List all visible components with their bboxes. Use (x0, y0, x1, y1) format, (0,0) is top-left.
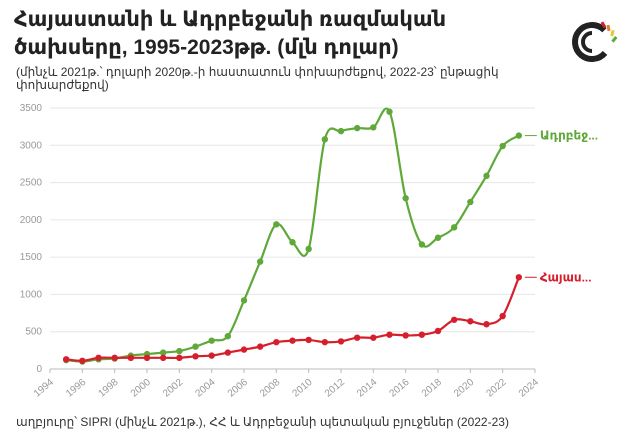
x-tick-label: 2002 (161, 377, 185, 400)
data-point (418, 241, 426, 248)
series-line (66, 107, 520, 363)
data-point (305, 336, 312, 344)
data-point (434, 234, 442, 241)
data-point (256, 343, 264, 350)
data-point (273, 338, 280, 346)
data-point (499, 312, 506, 320)
data-point (353, 334, 361, 341)
series-label: Ադրբեջ... (540, 129, 598, 143)
data-point (337, 338, 345, 345)
data-point (515, 132, 523, 139)
x-tick-label: 2020 (452, 377, 476, 400)
data-point (467, 318, 474, 325)
x-tick-label: 2000 (129, 377, 153, 400)
chart-title: Հայաստանի և Ադրբեջանի ռազմական ծախսերը, … (14, 8, 447, 59)
x-tick-label: 2024 (517, 377, 541, 400)
data-point (62, 356, 70, 363)
data-point (289, 337, 296, 344)
data-point (273, 221, 280, 228)
data-point (143, 354, 151, 362)
data-point (224, 349, 232, 356)
x-tick-label: 1996 (64, 377, 88, 400)
data-point (370, 334, 377, 341)
series-line (66, 276, 520, 362)
x-tick-label: 2018 (420, 377, 444, 400)
data-point (402, 195, 409, 202)
data-point (289, 239, 296, 246)
data-point (418, 331, 426, 338)
y-tick-label: 1500 (20, 252, 43, 263)
data-point (79, 357, 86, 364)
data-point (386, 108, 393, 115)
data-point (240, 346, 248, 353)
chart-subtitle: (մինչև 2021թ.՝ դոլարի 2020թ.-ի հաստատուն… (16, 65, 499, 92)
data-point (224, 332, 232, 340)
x-tick-label: 2012 (323, 377, 347, 400)
data-point (208, 337, 215, 344)
y-tick-label: 1000 (20, 289, 43, 300)
x-tick-label: 2014 (355, 377, 379, 400)
data-point (159, 349, 167, 356)
y-tick-label: 500 (25, 327, 42, 338)
data-point (515, 274, 523, 281)
data-point (208, 352, 215, 359)
data-point (127, 354, 135, 362)
data-point (240, 297, 248, 304)
y-tick-label: 0 (36, 364, 42, 375)
data-point (321, 136, 329, 143)
series-label: Հայաս... (540, 270, 592, 284)
data-point (483, 321, 490, 328)
x-tick-label: 2006 (226, 377, 250, 400)
data-point (192, 343, 199, 350)
x-tick-label: 2022 (484, 377, 508, 400)
data-point (337, 127, 345, 135)
y-tick-label: 3500 (20, 103, 43, 114)
x-tick-label: 1994 (32, 377, 56, 400)
data-point (159, 354, 167, 362)
data-point (434, 327, 442, 335)
data-point (256, 258, 264, 265)
data-point (176, 354, 183, 362)
data-point (450, 224, 458, 231)
data-point (321, 338, 329, 346)
data-point (386, 331, 393, 338)
x-tick-label: 2004 (193, 377, 217, 400)
y-tick-label: 2000 (20, 215, 43, 226)
data-point (305, 245, 312, 253)
data-point (111, 354, 118, 362)
source-note: աղբյուրը՝ SIPRI (մինչև 2021թ.), ՀՀ և Ադր… (16, 415, 509, 429)
x-tick-label: 1998 (96, 377, 120, 400)
y-tick-label: 3000 (20, 140, 43, 151)
data-point (192, 353, 199, 360)
c-logo-icon (572, 21, 618, 62)
data-point (450, 316, 458, 323)
data-point (370, 124, 377, 131)
data-point (483, 172, 490, 180)
data-point (402, 332, 409, 339)
y-tick-label: 2500 (20, 178, 43, 189)
data-point (353, 124, 361, 132)
data-point (176, 347, 183, 355)
data-point (95, 354, 102, 362)
x-tick-label: 2008 (258, 377, 282, 400)
data-point (499, 142, 506, 150)
data-point (467, 198, 474, 206)
x-tick-label: 2016 (387, 377, 411, 400)
x-tick-label: 2010 (290, 377, 314, 400)
